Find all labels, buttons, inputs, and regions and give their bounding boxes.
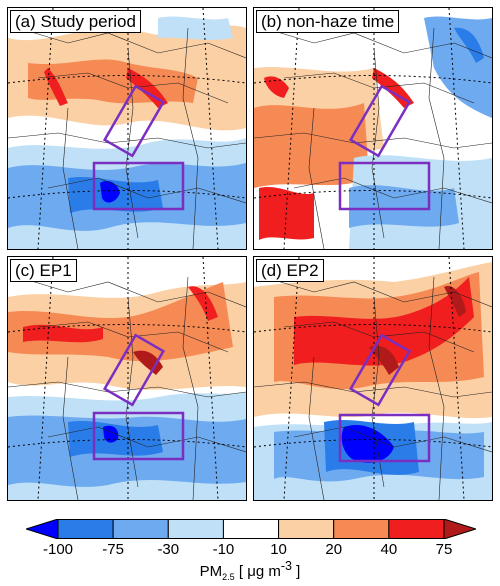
- colorbar-tick-label: -75: [102, 541, 124, 558]
- colorbar-unit-label: PM2.5 [ μg m-3 ]: [0, 559, 500, 582]
- colorbar-segment: [57, 519, 114, 539]
- colorbar-tick-label: -100: [42, 541, 74, 558]
- map-ep1: [8, 257, 246, 500]
- unit-subscript: 2.5: [222, 572, 235, 582]
- colorbar-tick-label: -30: [157, 541, 180, 558]
- colorbar-tick-label: 10: [270, 541, 287, 558]
- unit-end: ]: [291, 563, 301, 580]
- panel-ep1: (c) EP1: [7, 256, 247, 501]
- map-ep2: [254, 257, 492, 500]
- colorbar-segment: [222, 519, 280, 539]
- colorbar-extend-low: [26, 519, 59, 539]
- colorbar-segment: [112, 519, 169, 539]
- colorbar-extend-high: [443, 519, 476, 539]
- panel-label-d: (d) EP2: [256, 259, 324, 282]
- unit-suffix: [ μg m: [234, 563, 281, 580]
- unit-superscript: -3: [280, 559, 292, 573]
- map-study-period: [8, 8, 246, 249]
- panel-ep2: (d) EP2: [253, 256, 493, 501]
- panel-label-a: (a) Study period: [10, 10, 141, 33]
- colorbar-tick-label: -10: [212, 541, 235, 558]
- colorbar-segment: [278, 519, 335, 539]
- colorbar-tick-label: 75: [435, 541, 453, 558]
- map-non-haze-time: [254, 8, 492, 249]
- colorbar-segment: [388, 519, 445, 539]
- colorbar-tick-label: 20: [325, 541, 343, 558]
- colorbar-segment: [167, 519, 224, 539]
- panel-non-haze-time: (b) non-haze time: [253, 7, 493, 250]
- colorbar: [26, 519, 476, 539]
- colorbar-segment: [333, 519, 390, 539]
- panel-study-period: (a) Study period: [7, 7, 247, 250]
- unit-prefix: PM: [199, 563, 223, 580]
- panel-label-b: (b) non-haze time: [256, 10, 400, 33]
- colorbar-tick-label: 40: [380, 541, 398, 558]
- panel-label-c: (c) EP1: [10, 259, 77, 282]
